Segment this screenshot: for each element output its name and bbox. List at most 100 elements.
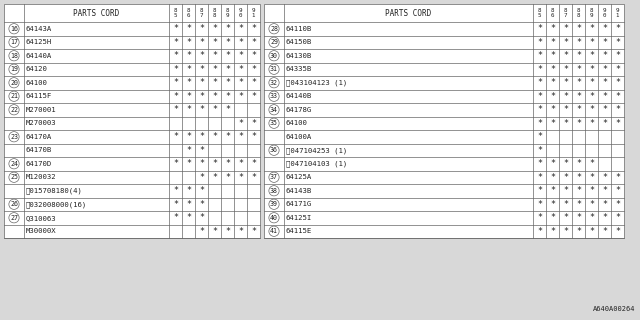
Text: *: * [238,51,243,60]
Text: *: * [225,159,230,168]
Text: 35: 35 [270,120,278,126]
Text: *: * [186,146,191,155]
Text: *: * [576,51,581,60]
Text: *: * [238,227,243,236]
Text: *: * [563,200,568,209]
Text: 38: 38 [270,188,278,194]
Text: *: * [550,105,555,114]
Text: *: * [199,78,204,87]
Text: 8
9: 8 9 [226,8,229,18]
Text: *: * [173,200,178,209]
Text: 8
7: 8 7 [564,8,567,18]
Text: *: * [576,119,581,128]
Text: *: * [602,24,607,33]
Text: *: * [576,38,581,47]
Text: Ⓢ047104103 (1): Ⓢ047104103 (1) [286,160,348,167]
Text: *: * [251,119,256,128]
Text: 16: 16 [10,26,18,32]
Text: 40: 40 [270,215,278,221]
Text: *: * [212,24,217,33]
Text: 18: 18 [10,53,18,59]
Text: *: * [186,65,191,74]
Text: *: * [173,78,178,87]
Text: *: * [563,119,568,128]
Text: *: * [186,200,191,209]
Text: *: * [615,38,620,47]
Text: *: * [563,38,568,47]
Text: *: * [615,78,620,87]
Text: *: * [589,200,594,209]
Text: *: * [238,78,243,87]
Text: 17: 17 [10,39,18,45]
Text: *: * [589,105,594,114]
Text: 64140B: 64140B [286,93,312,99]
Text: Ⓦ032008000(16): Ⓦ032008000(16) [26,201,87,208]
Text: 64140A: 64140A [26,53,52,59]
Text: *: * [238,24,243,33]
Text: 22: 22 [10,107,18,113]
Text: *: * [563,78,568,87]
Text: 19: 19 [10,66,18,72]
Text: *: * [238,132,243,141]
Text: *: * [602,92,607,101]
Text: *: * [589,213,594,222]
Text: *: * [199,173,204,182]
Text: *: * [199,51,204,60]
Text: *: * [537,186,542,195]
Text: 64130B: 64130B [286,53,312,59]
Text: *: * [186,78,191,87]
Text: 8
8: 8 8 [577,8,580,18]
Text: *: * [576,186,581,195]
Text: 64170D: 64170D [26,161,52,167]
Text: 8
8: 8 8 [212,8,216,18]
Text: *: * [173,213,178,222]
Text: *: * [186,213,191,222]
Text: *: * [537,159,542,168]
Text: *: * [537,65,542,74]
Text: *: * [186,24,191,33]
Text: 64170A: 64170A [26,134,52,140]
Text: *: * [225,65,230,74]
Text: 64125H: 64125H [26,39,52,45]
Text: *: * [563,159,568,168]
Text: Ⓢ047104253 (1): Ⓢ047104253 (1) [286,147,348,154]
Text: *: * [563,227,568,236]
Text: *: * [537,78,542,87]
Text: *: * [199,227,204,236]
Text: 64120: 64120 [26,66,48,72]
Text: *: * [602,38,607,47]
Text: *: * [550,65,555,74]
Text: *: * [602,200,607,209]
Text: 25: 25 [10,174,18,180]
Text: *: * [615,227,620,236]
Text: *: * [186,51,191,60]
Text: *: * [186,38,191,47]
Text: 64143B: 64143B [286,188,312,194]
Text: *: * [602,227,607,236]
Text: 37: 37 [270,174,278,180]
Text: 64110B: 64110B [286,26,312,32]
Text: 31: 31 [270,66,278,72]
Text: *: * [212,65,217,74]
Text: *: * [550,159,555,168]
Text: *: * [602,119,607,128]
Text: *: * [225,51,230,60]
Text: A640A00264: A640A00264 [593,306,635,312]
Text: *: * [576,200,581,209]
Text: 64125A: 64125A [286,174,312,180]
Text: 41: 41 [270,228,278,234]
Text: *: * [212,227,217,236]
Text: M270001: M270001 [26,107,56,113]
Text: *: * [589,78,594,87]
Text: *: * [225,92,230,101]
Text: *: * [225,105,230,114]
Text: *: * [199,105,204,114]
Text: 32: 32 [270,80,278,86]
Text: *: * [186,159,191,168]
Text: *: * [615,65,620,74]
Text: PARTS CORD: PARTS CORD [385,9,431,18]
Text: *: * [550,24,555,33]
Text: Q310063: Q310063 [26,215,56,221]
Text: 8
6: 8 6 [551,8,554,18]
Text: *: * [550,51,555,60]
